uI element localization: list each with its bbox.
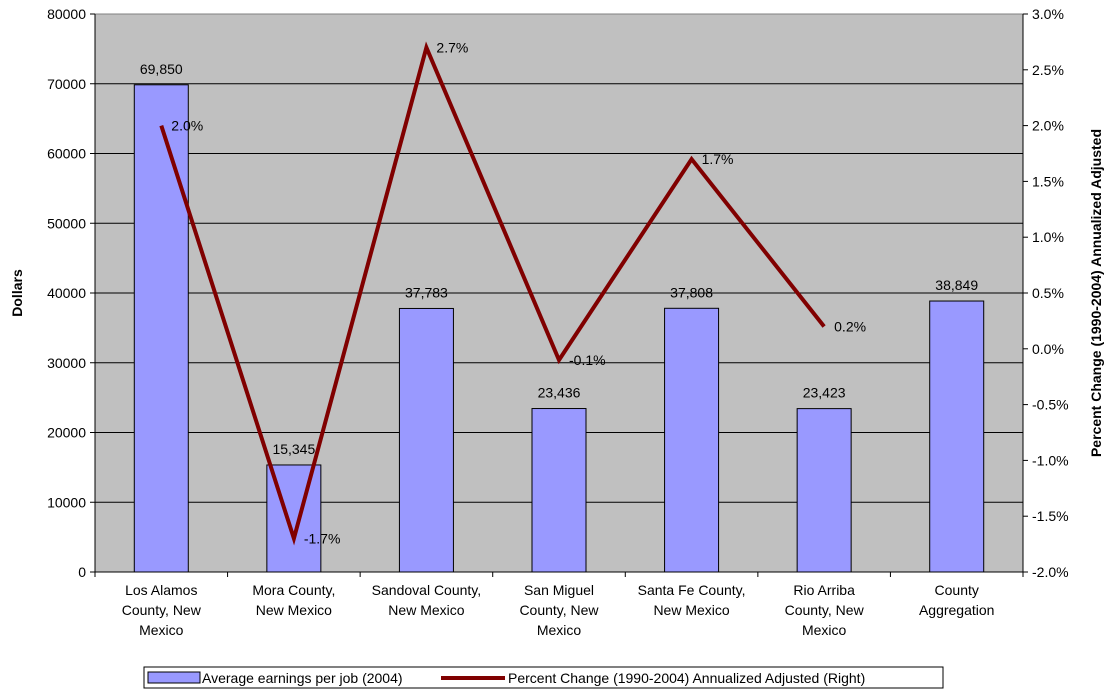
- x-category-label: San Miguel: [524, 582, 594, 598]
- bar: [664, 307, 720, 573]
- x-category-label: New Mexico: [653, 602, 729, 618]
- gridlines: [95, 83, 1023, 503]
- x-category-label: New Mexico: [256, 602, 332, 618]
- y2-tick-label: 1.0%: [1032, 229, 1064, 245]
- x-category-label: County, New: [519, 602, 599, 618]
- y2-tick-label: 3.0%: [1032, 6, 1064, 22]
- legend-line-label: Percent Change (1990-2004) Annualized Ad…: [508, 670, 865, 686]
- y2-tick-label: -1.5%: [1032, 508, 1069, 524]
- x-category-label: County, New: [785, 602, 865, 618]
- y2-axis-title: Percent Change (1990-2004) Annualized Ad…: [1088, 129, 1104, 457]
- y-axis-title: Dollars: [9, 269, 25, 317]
- bar-series: [133, 84, 985, 573]
- x-category-label: Mexico: [537, 622, 582, 638]
- line-value-label: 2.0%: [171, 118, 203, 134]
- bar-value-label: 69,850: [140, 61, 183, 77]
- bar-value-label: 37,808: [670, 284, 713, 300]
- bar-value-label: 23,436: [538, 385, 581, 401]
- x-category-label: County, New: [122, 602, 202, 618]
- y-tick-label: 30000: [47, 355, 86, 371]
- x-category-label: Santa Fe County,: [638, 582, 746, 598]
- line-value-label: -0.1%: [569, 352, 606, 368]
- bar-value-label: 15,345: [272, 441, 315, 457]
- line-value-label: 2.7%: [436, 39, 468, 55]
- bar: [796, 408, 852, 573]
- y2-tick-label: 1.5%: [1032, 173, 1064, 189]
- legend-bar-swatch: [147, 671, 201, 684]
- y-tick-label: 40000: [47, 285, 86, 301]
- data-labels: 69,850 15,345 37,783 23,436 37,808 23,423 38,8…: [140, 39, 978, 546]
- y2-tick-label: 0.0%: [1032, 341, 1064, 357]
- y-tick-label: 60000: [47, 146, 86, 162]
- y2-tick-label: -0.5%: [1032, 397, 1069, 413]
- bar-value-label: 38,849: [935, 277, 978, 293]
- line-value-label: 1.7%: [702, 151, 734, 167]
- x-category-label: Aggregation: [919, 602, 995, 618]
- line-value-label: -1.7%: [304, 531, 341, 547]
- x-category-label: New Mexico: [388, 602, 464, 618]
- y-tick-label: 70000: [47, 76, 86, 92]
- bar: [133, 84, 189, 573]
- x-category-label: County: [935, 582, 979, 598]
- y2-tick-label: -2.0%: [1032, 564, 1069, 580]
- legend-box: [143, 666, 944, 689]
- bar: [531, 408, 587, 573]
- x-category-label: Los Alamos: [125, 582, 197, 598]
- y-tick-label: 0: [78, 564, 86, 580]
- bar: [929, 300, 985, 573]
- y-tick-label: 10000: [47, 494, 86, 510]
- x-category-label: Mexico: [139, 622, 184, 638]
- y-tick-label: 20000: [47, 425, 86, 441]
- x-category-label: Mexico: [802, 622, 847, 638]
- y2-tick-label: 0.5%: [1032, 285, 1064, 301]
- y2-tick-label: 2.0%: [1032, 118, 1064, 134]
- y2-tick-label: 2.5%: [1032, 62, 1064, 78]
- y2-tick-label: -1.0%: [1032, 452, 1069, 468]
- bar: [398, 307, 454, 573]
- x-category-label: Rio Arriba: [793, 582, 855, 598]
- axes: 0 10000 20000 30000 40000 50000 60000 70000 8000…: [47, 6, 1069, 638]
- percent-change-line: [159, 41, 826, 546]
- legend-bar-label: Average earnings per job (2004): [202, 670, 403, 686]
- bar-value-label: 23,423: [803, 385, 846, 401]
- line-series: [159, 41, 826, 546]
- x-category-label: Sandoval County,: [372, 582, 481, 598]
- legend: Average earnings per job (2004) Percent …: [143, 666, 944, 689]
- bar-value-label: 37,783: [405, 284, 448, 300]
- y-tick-label: 80000: [47, 6, 86, 22]
- x-category-label: Mora County,: [252, 582, 335, 598]
- line-value-label: 0.2%: [834, 318, 866, 334]
- y-tick-label: 50000: [47, 215, 86, 231]
